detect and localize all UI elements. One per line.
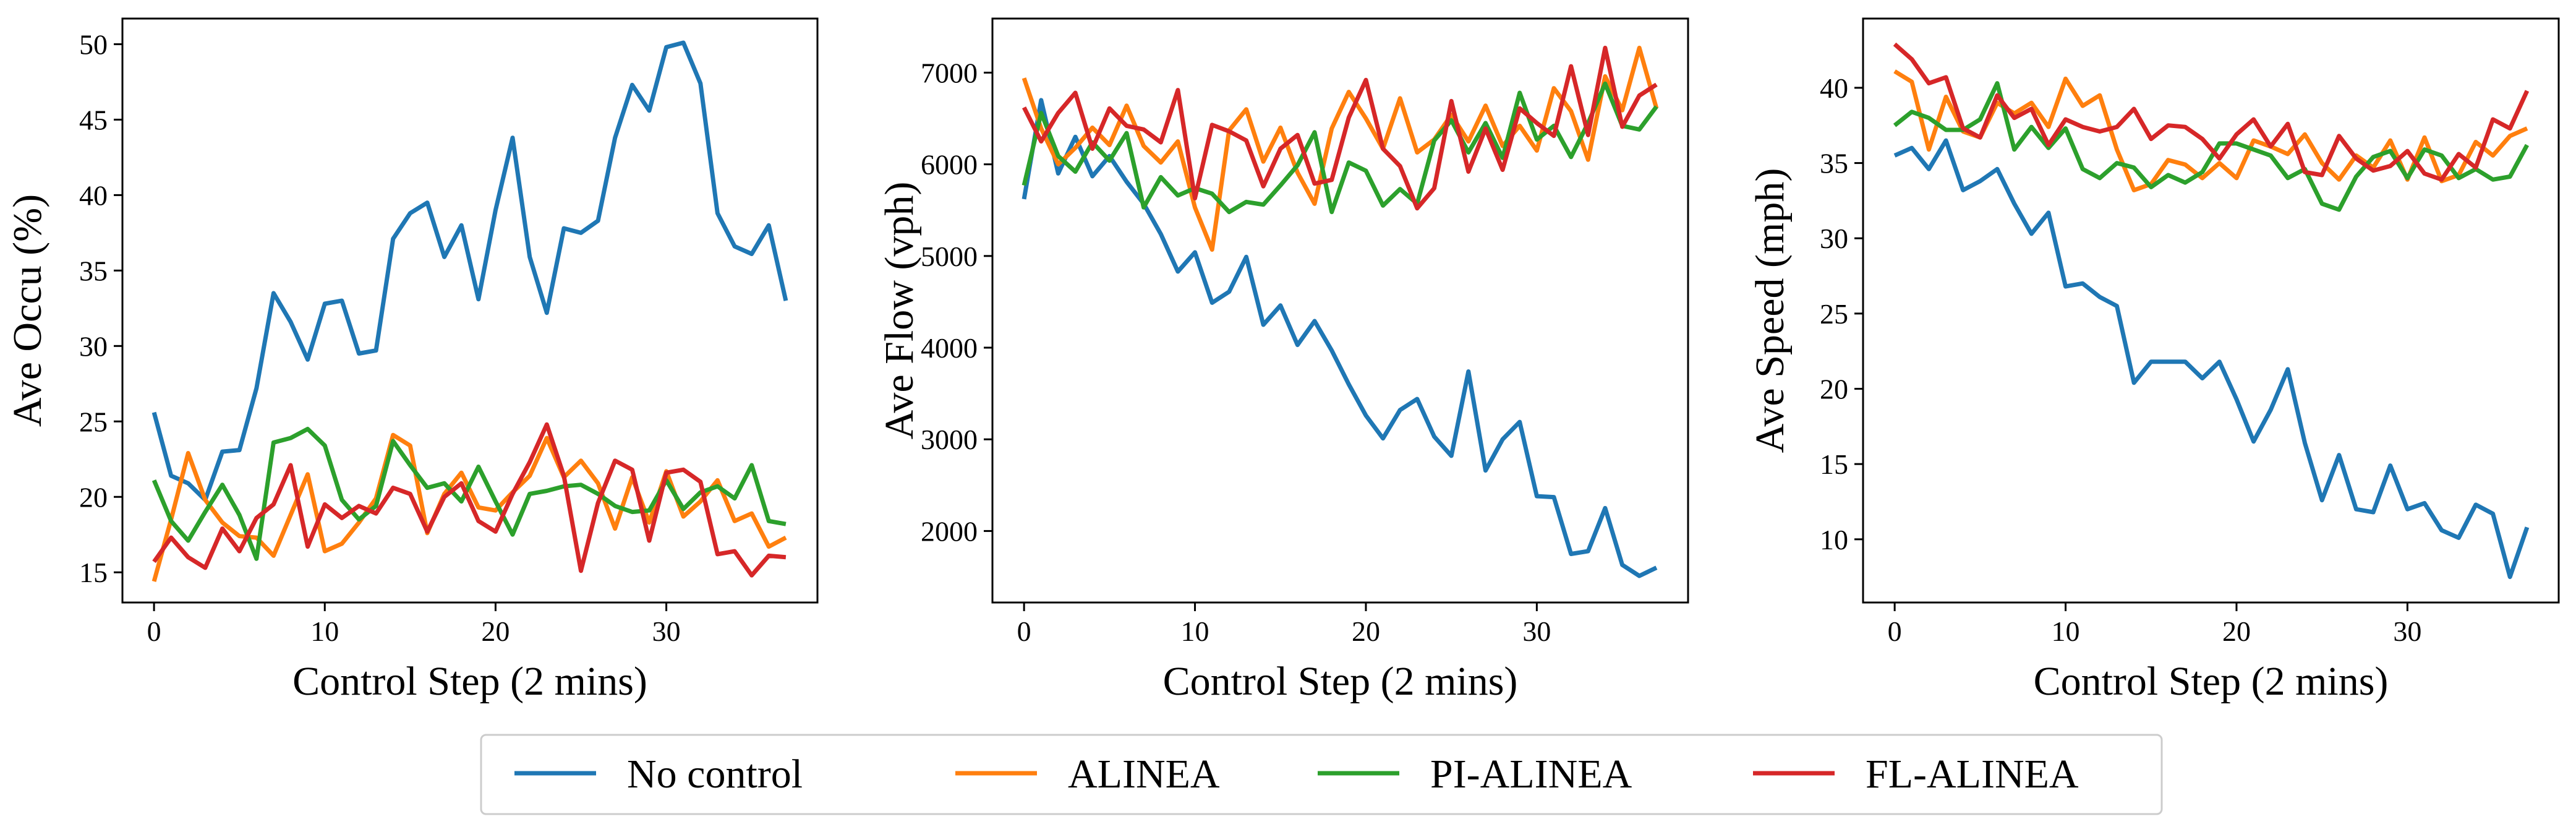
series-line-fl-alinea xyxy=(1021,45,1658,211)
series-line-pi-alinea xyxy=(1893,81,2529,212)
series-line-alinea xyxy=(151,432,787,582)
y-tick-label: 5000 xyxy=(921,241,978,272)
y-tick-label: 15 xyxy=(79,557,108,588)
y-tick-label: 15 xyxy=(1820,448,1848,480)
y-tick-label: 30 xyxy=(1820,223,1848,254)
legend: No control ALINEA PI-ALINEA FL-ALINEA xyxy=(480,734,2163,815)
x-tick-label: 0 xyxy=(1888,615,1902,647)
legend-label-no-control: No control xyxy=(627,752,803,797)
y-tick-label: 40 xyxy=(79,179,108,211)
y-tick-label: 20 xyxy=(79,481,108,513)
legend-label-pi-alinea: PI-ALINEA xyxy=(1430,752,1632,797)
x-tick-label: 0 xyxy=(147,615,161,647)
series-line-alinea xyxy=(1021,45,1659,252)
y-tick-label: 40 xyxy=(1820,72,1848,104)
x-tick-label: 20 xyxy=(2222,615,2251,647)
x-tick-label: 20 xyxy=(481,615,510,647)
y-tick-label: 45 xyxy=(79,104,108,135)
y-tick-label: 50 xyxy=(79,28,108,60)
x-tick-label: 20 xyxy=(1352,615,1380,647)
series-line-pi-alinea xyxy=(1021,81,1658,215)
y-axis-label: Ave Flow (vph) xyxy=(877,182,922,440)
x-tick-label: 30 xyxy=(2393,615,2421,647)
chart-panel-3: 0 10 20 30 10 15 20 25 30 35 40 Control Step (2 min… xyxy=(1747,17,2560,704)
x-tick-label: 10 xyxy=(1181,615,1209,647)
x-axis-label: Control Step (2 mins) xyxy=(292,659,647,704)
x-tick-label: 0 xyxy=(1017,615,1031,647)
y-tick-label: 3000 xyxy=(921,424,978,455)
series-line-no-control xyxy=(1893,138,2530,580)
legend-label-alinea: ALINEA xyxy=(1068,752,1220,797)
y-axis-label: Ave Occu (%) xyxy=(5,194,50,427)
legend-label-fl-alinea: FL-ALINEA xyxy=(1866,752,2079,797)
y-tick-label: 20 xyxy=(1820,374,1848,405)
y-tick-label: 25 xyxy=(79,406,108,437)
y-axis-label: Ave Speed (mph) xyxy=(1747,168,1793,453)
series-line-pi-alinea xyxy=(151,427,787,561)
y-tick-label: 6000 xyxy=(921,149,978,181)
series-group xyxy=(151,40,788,582)
x-tick-label: 30 xyxy=(1522,615,1551,647)
series-line-alinea xyxy=(1893,69,2528,192)
chart-panel-1: 0 10 20 30 15 20 25 30 35 40 45 50 Control Step (2 m… xyxy=(5,17,819,704)
axes-frame xyxy=(991,17,1689,604)
y-tick-label: 7000 xyxy=(921,57,978,88)
y-tick-label: 25 xyxy=(1820,298,1848,330)
x-tick-label: 10 xyxy=(310,615,339,647)
y-tick-label: 10 xyxy=(1820,524,1848,555)
x-axis-label: Control Step (2 mins) xyxy=(1163,659,1518,704)
x-tick-label: 30 xyxy=(652,615,681,647)
series-line-no-control xyxy=(151,40,788,502)
series-group xyxy=(1893,42,2530,580)
series-group xyxy=(1021,45,1659,578)
x-axis-label: Control Step (2 mins) xyxy=(2034,659,2389,704)
series-line-no-control xyxy=(1021,98,1658,578)
chart-panel-2: 0 10 20 30 2000 3000 4000 5000 6000 7000 Control S… xyxy=(877,17,1689,704)
y-tick-label: 30 xyxy=(79,330,108,362)
axes-frame xyxy=(121,17,819,604)
y-tick-label: 35 xyxy=(1820,148,1848,179)
x-tick-label: 10 xyxy=(2052,615,2080,647)
y-tick-label: 35 xyxy=(79,255,108,286)
axes-frame xyxy=(1862,17,2560,604)
series-line-fl-alinea xyxy=(1893,42,2530,182)
series-line-fl-alinea xyxy=(152,422,787,578)
y-tick-label: 2000 xyxy=(921,515,978,547)
y-tick-label: 4000 xyxy=(921,332,978,364)
